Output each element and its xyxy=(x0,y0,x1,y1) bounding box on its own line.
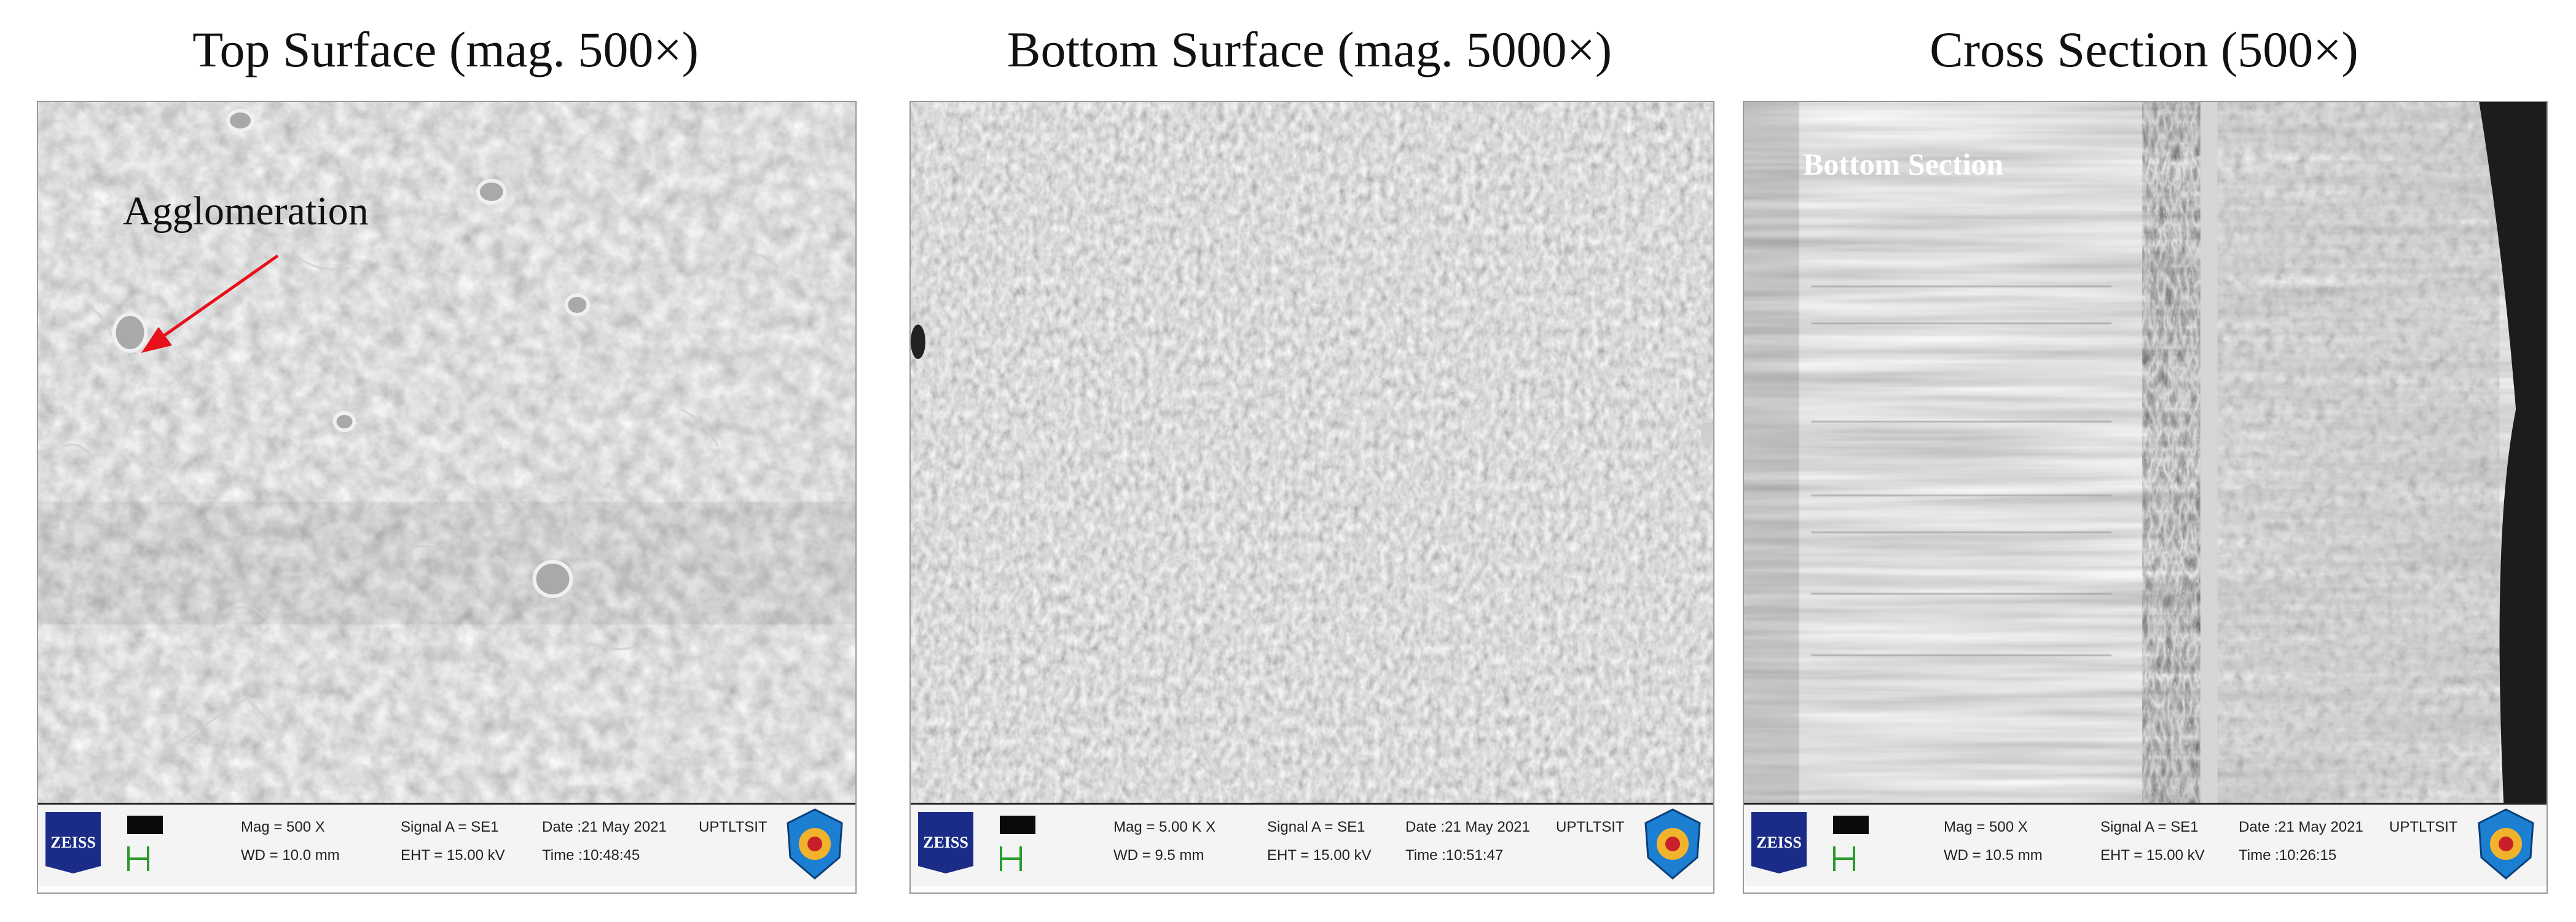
info-signal: Signal A = SE1 xyxy=(1267,819,1365,835)
sem-image-cross-section xyxy=(1744,102,2547,803)
panel-caption-top-surface: Top Surface (mag. 500×) xyxy=(192,22,699,77)
seal-icon xyxy=(787,808,843,880)
info-mag: Mag = 500 X xyxy=(241,819,325,835)
zeiss-logo: ZEISS xyxy=(918,812,973,873)
info-signal: Signal A = SE1 xyxy=(401,819,499,835)
sem-panel-bottom-surface: ZEISS Mag = 5.00 K X WD = 9.5 mm Signal … xyxy=(909,101,1714,894)
info-lab: UPTLTSIT xyxy=(2389,819,2458,835)
seal-icon xyxy=(1644,808,1701,880)
info-signal: Signal A = SE1 xyxy=(2100,819,2199,835)
info-eht: EHT = 15.00 kV xyxy=(401,847,505,864)
panel-caption-bottom-surface: Bottom Surface (mag. 5000×) xyxy=(1007,22,1612,77)
scale-bar-box xyxy=(127,816,163,834)
info-wd: WD = 10.5 mm xyxy=(1944,847,2043,864)
scale-bar-box xyxy=(1833,816,1869,834)
zeiss-logo: ZEISS xyxy=(45,812,101,873)
info-time: Time :10:51:47 xyxy=(1405,847,1504,864)
sem-info-bar-cross-section: ZEISS Mag = 500 X WD = 10.5 mm Signal A … xyxy=(1744,803,2547,886)
panel-caption-cross-section: Cross Section (500×) xyxy=(1930,22,2358,77)
sem-info-bar-top-surface: ZEISS Mag = 500 X WD = 10.0 mm Signal A … xyxy=(38,803,855,886)
info-time: Time :10:26:15 xyxy=(2239,847,2337,864)
scale-mark-icon xyxy=(1000,846,1022,871)
info-lab: UPTLTSIT xyxy=(699,819,768,835)
info-date: Date :21 May 2021 xyxy=(2239,819,2363,835)
info-wd: WD = 9.5 mm xyxy=(1113,847,1204,864)
sem-info-bar-bottom-surface: ZEISS Mag = 5.00 K X WD = 9.5 mm Signal … xyxy=(911,803,1713,886)
info-wd: WD = 10.0 mm xyxy=(241,847,340,864)
info-time: Time :10:48:45 xyxy=(542,847,640,864)
sem-panel-cross-section: Bottom Section ZEISS Mag = 500 X WD = 10… xyxy=(1743,101,2548,894)
info-eht: EHT = 15.00 kV xyxy=(1267,847,1372,864)
info-mag: Mag = 500 X xyxy=(1944,819,2028,835)
agglomeration-arrow xyxy=(141,254,279,353)
agglomeration-label: Agglomeration xyxy=(123,189,369,234)
sem-image-bottom-surface xyxy=(911,102,1713,803)
scale-mark-icon xyxy=(127,846,149,871)
sem-image-top-surface xyxy=(38,102,855,803)
seal-icon xyxy=(2478,808,2534,880)
sem-panel-top-surface: Agglomeration ZEISS Mag = 500 X WD = 10.… xyxy=(37,101,857,894)
info-eht: EHT = 15.00 kV xyxy=(2100,847,2205,864)
info-date: Date :21 May 2021 xyxy=(1405,819,1530,835)
scale-bar-box xyxy=(1000,816,1035,834)
info-lab: UPTLTSIT xyxy=(1556,819,1625,835)
scale-mark-icon xyxy=(1833,846,1855,871)
info-date: Date :21 May 2021 xyxy=(542,819,667,835)
bottom-section-label: Bottom Section xyxy=(1803,147,2004,181)
zeiss-logo: ZEISS xyxy=(1751,812,1807,873)
info-mag: Mag = 5.00 K X xyxy=(1113,819,1216,835)
